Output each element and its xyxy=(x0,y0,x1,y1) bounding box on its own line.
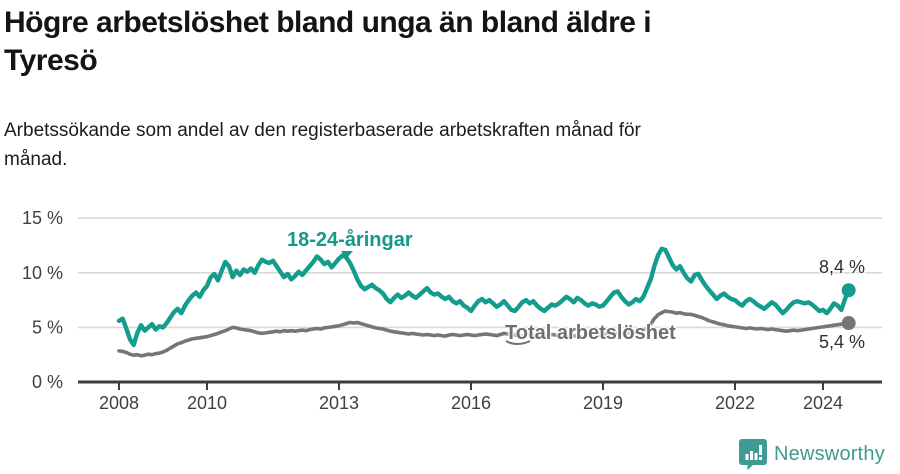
chart-subtitle-line1: Arbetssökande som andel av den registerb… xyxy=(4,120,641,141)
page-title-line1: Högre arbetslöshet bland unga än bland ä… xyxy=(4,6,652,39)
series-end-dot-youth xyxy=(841,283,856,298)
end-value-label-youth: 8,4 % xyxy=(818,257,865,277)
x-axis-label: 2013 xyxy=(319,393,359,413)
y-axis-label: 10 % xyxy=(22,263,63,283)
series-line-total xyxy=(117,309,851,358)
x-axis-label: 2019 xyxy=(583,393,623,413)
chart-subtitle: Arbetssökande som andel av den registerb… xyxy=(4,116,864,175)
annotation-leader-curve xyxy=(505,340,531,345)
y-axis-label: 5 % xyxy=(32,317,63,337)
x-axis-label: 2008 xyxy=(99,393,139,413)
y-axis-label: 15 % xyxy=(22,208,63,228)
x-axis-label: 2016 xyxy=(451,393,491,413)
y-axis-label: 0 % xyxy=(32,372,63,392)
annotation-arrow-icon xyxy=(341,251,353,258)
series-label-total: Total arbetslöshet xyxy=(505,322,676,344)
chart-subtitle-line2: månad. xyxy=(4,149,68,171)
x-axis-label: 2022 xyxy=(715,393,755,413)
page-title: Högre arbetslöshet bland unga än bland ä… xyxy=(4,4,864,80)
page-title-line2: Tyresö xyxy=(4,44,98,78)
series-end-dot-total xyxy=(841,316,856,331)
newsworthy-bar-chart-pin-icon xyxy=(739,439,767,470)
newsworthy-logo-text: Newsworthy xyxy=(774,442,885,465)
newsworthy-logo: Newsworthy xyxy=(739,438,885,470)
series-line-youth xyxy=(116,246,851,348)
x-axis-label: 2010 xyxy=(187,393,227,413)
series-label-youth: 18-24-åringar xyxy=(287,229,413,251)
end-value-label-total: 5,4 % xyxy=(818,332,865,352)
x-axis-label: 2024 xyxy=(803,393,843,413)
